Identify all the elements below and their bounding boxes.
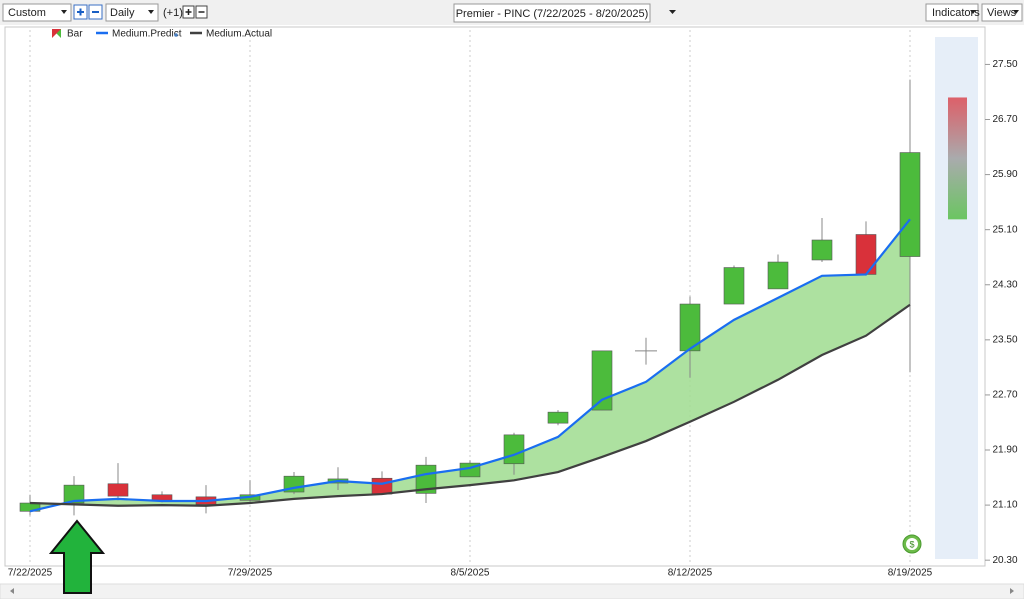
interval-text: Custom [8, 7, 46, 19]
offset-text: (+1) [163, 7, 183, 19]
x-tick-label: 7/22/2025 [8, 568, 53, 579]
candle-body [107, 483, 129, 497]
y-tick-label: 20.30 [992, 555, 1017, 566]
plus-icon [77, 8, 84, 16]
x-tick-label: 8/19/2025 [888, 568, 933, 579]
scrollbar[interactable] [0, 583, 1024, 599]
legend-label: Bar [67, 29, 83, 40]
plot-frame [4, 26, 986, 567]
dropdown-arrow [970, 10, 976, 14]
period-dropdown[interactable] [105, 3, 159, 22]
candle-body [151, 494, 173, 501]
candle-body [591, 350, 613, 411]
dropdown-arrow [61, 10, 67, 14]
x-tick-label: 7/29/2025 [228, 568, 273, 579]
signal-arrow [48, 519, 106, 594]
candle-body [723, 267, 745, 305]
dropdown-arrow [1013, 10, 1019, 14]
symbol-box[interactable] [453, 3, 651, 23]
candle-body [767, 261, 789, 290]
candle-body [63, 484, 85, 504]
forecast-range [948, 97, 967, 220]
x-tick-label: 8/5/2025 [451, 568, 490, 579]
dropdown-arrow [669, 10, 676, 14]
y-tick-label: 27.50 [992, 59, 1017, 70]
legend-label: Medium.Predict [112, 29, 182, 40]
y-tick-label: 26.70 [992, 114, 1017, 125]
chart-title: Premier - PINC (7/22/2025 - 8/20/2025) [456, 8, 649, 20]
indicators-button[interactable] [925, 3, 979, 22]
y-tick-label: 21.90 [992, 445, 1017, 456]
candle-body [855, 234, 877, 275]
legend-dot [174, 33, 178, 37]
candle-body [503, 434, 525, 465]
candle-body [415, 464, 437, 494]
plus-icon [185, 9, 192, 15]
y-tick-label: 22.70 [992, 390, 1017, 401]
y-tick-label: 21.10 [992, 500, 1017, 511]
views-text: Views [987, 7, 1017, 19]
dropdown-arrow [148, 10, 154, 14]
views-button[interactable] [981, 3, 1023, 22]
series-line [29, 218, 911, 513]
candle-body [899, 152, 921, 257]
series-line [29, 303, 911, 507]
candle-body [811, 239, 833, 261]
y-tick-label: 23.50 [992, 334, 1017, 345]
legend-swatch [52, 29, 61, 38]
spread-area [30, 219, 910, 512]
y-tick-label: 25.90 [992, 169, 1017, 180]
candle-body [547, 411, 569, 424]
y-tick-label: 25.10 [992, 224, 1017, 235]
period-text: Daily [110, 7, 135, 19]
candle-body [371, 477, 393, 495]
x-tick-label: 8/12/2025 [668, 568, 713, 579]
interval-dropdown[interactable] [2, 3, 72, 22]
legend-label: Medium.Actual [206, 29, 272, 40]
candle-body [679, 303, 701, 352]
y-tick-label: 24.30 [992, 279, 1017, 290]
dividend-badge-text: $ [909, 539, 914, 549]
dividend-badge-inner [906, 538, 918, 550]
indicators-text: Indicators [932, 7, 980, 19]
legend: Bar [52, 29, 83, 40]
